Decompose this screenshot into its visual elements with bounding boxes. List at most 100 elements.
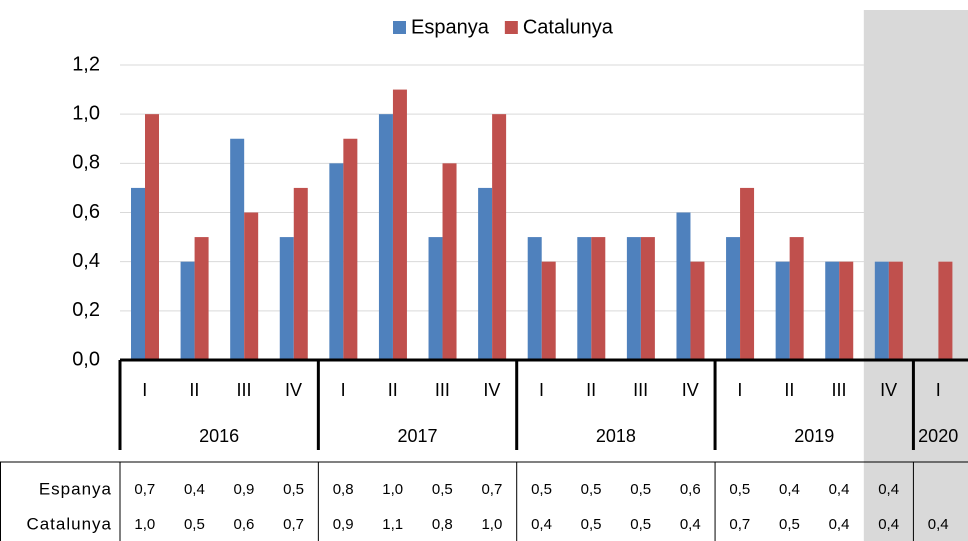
bar [329,163,344,360]
table-value: 1,0 [134,516,155,533]
y-tick-label: 0,0 [72,348,100,370]
table-value: 0,8 [333,481,354,498]
x-tick-label: I [737,380,742,400]
table-value: 0,6 [680,481,701,498]
table-value: 0,4 [928,516,949,533]
bar [378,114,393,361]
bar [690,261,705,360]
bar [626,237,641,360]
bar [541,261,556,360]
table-value: 0,5 [581,481,602,498]
bar [577,237,592,360]
bar [244,212,259,360]
bar [478,187,493,360]
bar [676,212,691,360]
bar [392,89,407,360]
table-value: 0,7 [134,481,155,498]
bar [527,237,542,360]
table-value: 1,0 [382,481,403,498]
bar [180,261,195,360]
group-label: 2019 [794,426,834,446]
table-value: 0,4 [878,481,899,498]
x-tick-label: IV [880,380,897,400]
table-value: 0,4 [184,481,205,498]
table-value: 0,8 [432,516,453,533]
x-tick-label: IV [682,380,699,400]
group-label: 2018 [596,426,636,446]
table-value: 0,5 [432,481,453,498]
table-value: 0,4 [531,516,552,533]
table-value: 0,4 [680,516,701,533]
table-value: 0,4 [829,481,850,498]
table-value: 0,6 [234,516,255,533]
group-label: 2017 [398,426,438,446]
x-tick-label: II [189,380,199,400]
table-value: 0,5 [184,516,205,533]
bar [726,237,741,360]
table-value: 1,0 [481,516,502,533]
bar [293,187,308,360]
bar [640,237,655,360]
bar [591,237,606,360]
bar [279,237,294,360]
bar [492,114,507,361]
x-tick-label: III [633,380,648,400]
table-value: 0,4 [779,481,800,498]
x-tick-label: I [341,380,346,400]
x-tick-label: I [142,380,147,400]
bar [740,187,755,360]
group-label: 2016 [199,426,239,446]
row-label: Espanya [39,479,112,498]
x-tick-label: III [435,380,450,400]
bar [775,261,790,360]
legend-label: Catalunya [523,16,614,38]
row-label: Catalunya [26,514,112,533]
y-tick-label: 0,2 [72,299,100,321]
bar [888,261,903,360]
bar [874,261,889,360]
y-tick-label: 1,2 [72,53,100,75]
legend-swatch [393,21,406,34]
x-tick-label: I [539,380,544,400]
legend-label: Espanya [411,16,490,38]
bar [825,261,840,360]
bar [839,261,854,360]
table-value: 0,5 [531,481,552,498]
table-value: 0,5 [630,481,651,498]
y-tick-label: 0,8 [72,152,100,174]
bar [194,237,209,360]
x-tick-label: III [832,380,847,400]
table-value: 0,9 [234,481,255,498]
x-tick-label: II [784,380,794,400]
table-value: 0,5 [729,481,750,498]
table-value: 0,4 [878,516,899,533]
bar [938,261,953,360]
table-value: 0,5 [283,481,304,498]
table-value: 0,5 [779,516,800,533]
table-value: 0,7 [283,516,304,533]
table-value: 1,1 [382,516,403,533]
x-tick-label: III [236,380,251,400]
y-tick-label: 0,6 [72,201,100,223]
y-tick-label: 0,4 [72,250,100,272]
y-tick-label: 1,0 [72,102,100,124]
legend-swatch [504,21,518,34]
bar [131,187,145,360]
bar [789,237,804,360]
x-tick-label: IV [483,380,500,400]
bar [428,237,443,360]
table-value: 0,5 [581,516,602,533]
table-value: 0,5 [630,516,651,533]
bar [343,138,358,360]
group-label: 2020 [918,426,958,446]
table-value: 0,7 [481,481,502,498]
bar [442,163,457,360]
table-value: 0,9 [333,516,354,533]
x-tick-label: II [388,380,398,400]
x-tick-label: IV [285,380,302,400]
table-value: 0,7 [729,516,750,533]
table-value: 0,4 [829,516,850,533]
x-tick-label: II [586,380,596,400]
bar [230,138,245,360]
